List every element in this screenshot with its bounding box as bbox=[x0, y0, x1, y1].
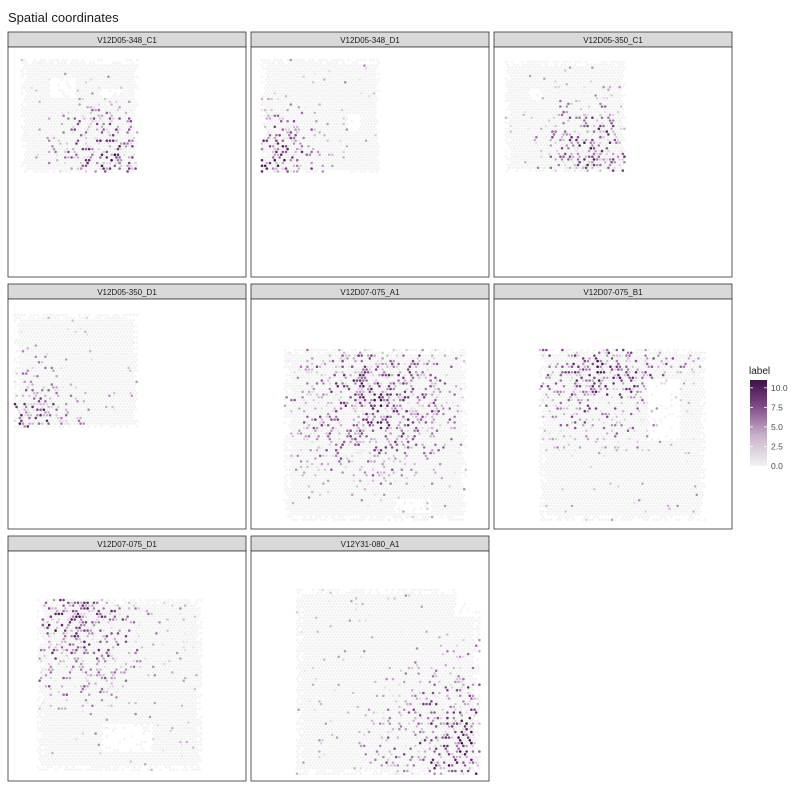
tissue-spots bbox=[295, 588, 481, 775]
facet-panel: V12D07-075_D1 bbox=[7, 535, 247, 782]
tissue-spots bbox=[13, 313, 138, 428]
legend-tick-label: 5.0 bbox=[771, 422, 783, 432]
facet-label: V12D05-348_C1 bbox=[97, 36, 157, 45]
facet-panel: V12D05-350_C1 bbox=[493, 31, 733, 278]
facet-panel: V12D05-348_D1 bbox=[250, 31, 490, 278]
facet-panel: V12D05-350_D1 bbox=[7, 283, 247, 530]
facet-label: V12D05-350_D1 bbox=[97, 288, 157, 297]
legend-title: label bbox=[749, 366, 770, 377]
facet-panel: V12D07-075_A1 bbox=[250, 283, 490, 530]
legend-tick-label: 0.0 bbox=[771, 461, 783, 471]
legend-tick-label: 10.0 bbox=[771, 383, 788, 393]
legend-tick-label: 2.5 bbox=[771, 441, 783, 451]
facet-label: V12D07-075_B1 bbox=[583, 288, 643, 297]
facet-panel: V12D07-075_B1 bbox=[493, 283, 733, 530]
tissue-spots bbox=[283, 348, 468, 522]
tissue-spots bbox=[20, 58, 139, 173]
facet-label: V12Y31-080_A1 bbox=[341, 540, 400, 549]
legend-colorbar bbox=[750, 380, 767, 466]
tissue-spots bbox=[538, 348, 707, 522]
tissue-spots bbox=[260, 58, 381, 173]
tissue-spots bbox=[504, 60, 626, 172]
facet-label: V12D07-075_A1 bbox=[340, 288, 400, 297]
chart-title: Spatial coordinates bbox=[8, 10, 119, 25]
facet-panel: V12D05-348_C1 bbox=[7, 31, 247, 278]
facet-panels: V12D05-348_C1 V12D05-348_D1 V12D05-350_C1 V… bbox=[7, 31, 733, 782]
color-legend: label 10.0 7.5 5.0 2.5 0.0 bbox=[749, 366, 788, 471]
legend-tick-label: 7.5 bbox=[771, 402, 783, 412]
facet-label: V12D07-075_D1 bbox=[97, 540, 157, 549]
facet-label: V12D05-350_C1 bbox=[583, 36, 643, 45]
tissue-spots bbox=[36, 598, 203, 772]
facet-label: V12D05-348_D1 bbox=[340, 36, 400, 45]
facet-panel: V12Y31-080_A1 bbox=[250, 535, 490, 782]
